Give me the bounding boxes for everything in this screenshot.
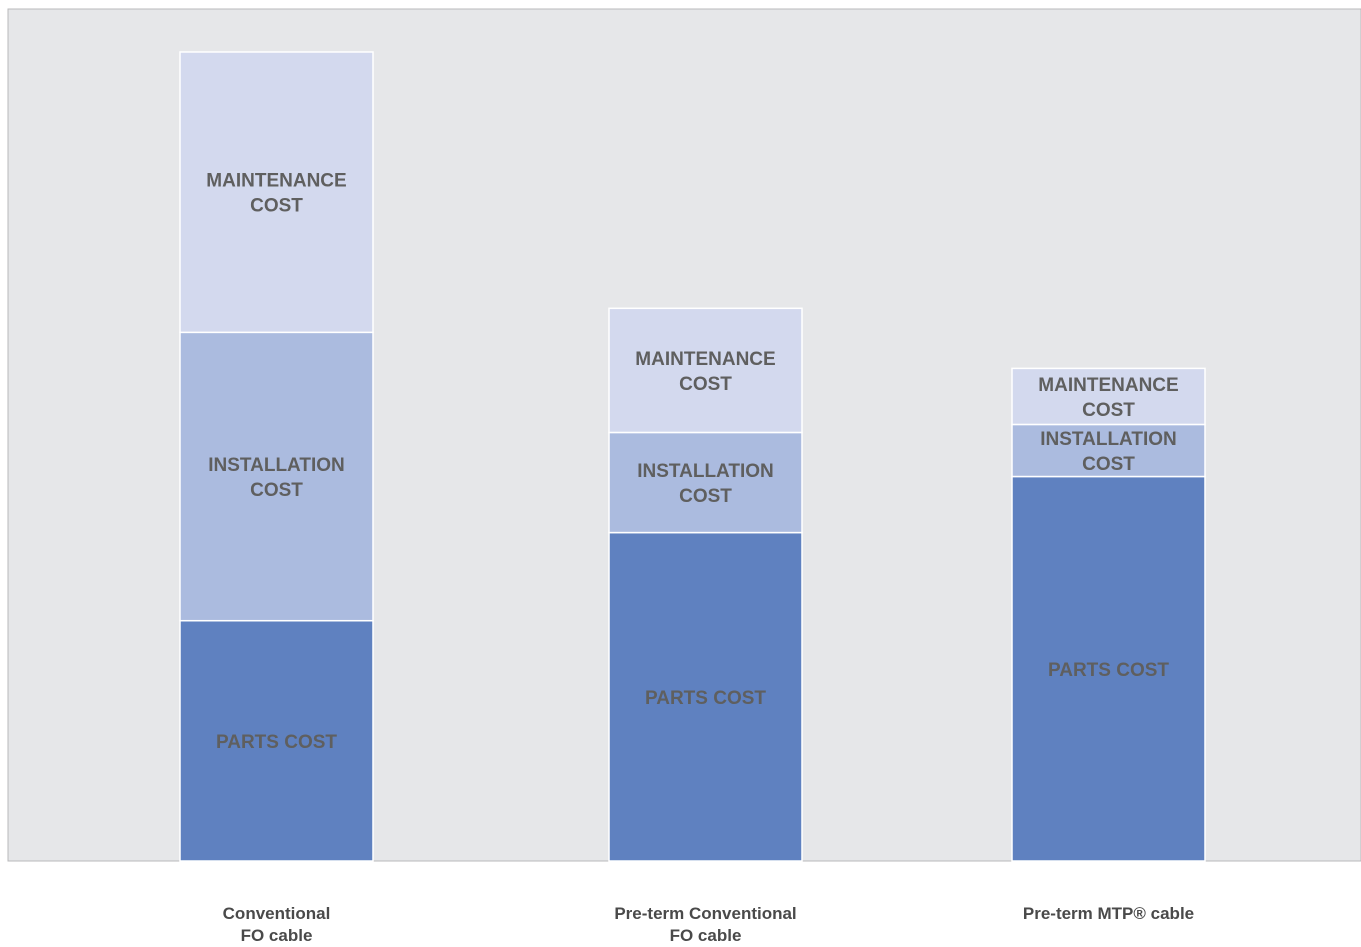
bar-segment-maintenance-cost-2 (608, 307, 803, 434)
category-label-2: FO cable (670, 926, 742, 945)
segment-label-installation-cost-3: COST (1082, 454, 1135, 475)
bar-segment-installation-cost-3 (1011, 423, 1206, 478)
segment-label-installation-cost-2: INSTALLATION (637, 461, 774, 482)
segment-label-maintenance-cost-2: MAINTENANCE (635, 349, 775, 370)
bar-segment-installation-cost-2 (608, 431, 803, 534)
segment-label-maintenance-cost-3: COST (1082, 400, 1135, 421)
segment-label-maintenance-cost-2: COST (679, 374, 732, 395)
segment-label-parts-cost-3: PARTS COST (1048, 660, 1169, 681)
segment-label-maintenance-cost-1: MAINTENANCE (206, 171, 346, 192)
segment-label-installation-cost-1: COST (250, 480, 303, 501)
segment-label-installation-cost-3: INSTALLATION (1040, 429, 1177, 450)
category-labels-layer: Conventional FO cable Pre-term Conventiona… (223, 904, 1194, 945)
segment-label-parts-cost-2: PARTS COST (645, 688, 766, 709)
segment-label-installation-cost-1: INSTALLATION (208, 455, 345, 476)
bar-segment-maintenance-cost-3 (1011, 367, 1206, 426)
segment-label-maintenance-cost-3: MAINTENANCE (1038, 375, 1178, 396)
bars-layer: PARTS COST INSTALLATION COST MAINTENANCE COS… (179, 51, 1206, 862)
category-label-2: Pre-term Conventional (614, 904, 796, 923)
bar-segment-maintenance-cost-1 (179, 51, 374, 334)
category-label-1: FO cable (241, 926, 313, 945)
category-label-1: Conventional (223, 904, 331, 923)
bar-segment-parts-cost-2 (608, 531, 803, 862)
segment-label-parts-cost-1: PARTS COST (216, 732, 337, 753)
bar-segment-installation-cost-1 (179, 331, 374, 622)
bar-segment-parts-cost-1 (179, 619, 374, 862)
category-label-3: Pre-term MTP® cable (1023, 904, 1194, 923)
segment-label-maintenance-cost-1: COST (250, 196, 303, 217)
segment-label-installation-cost-2: COST (679, 486, 732, 507)
